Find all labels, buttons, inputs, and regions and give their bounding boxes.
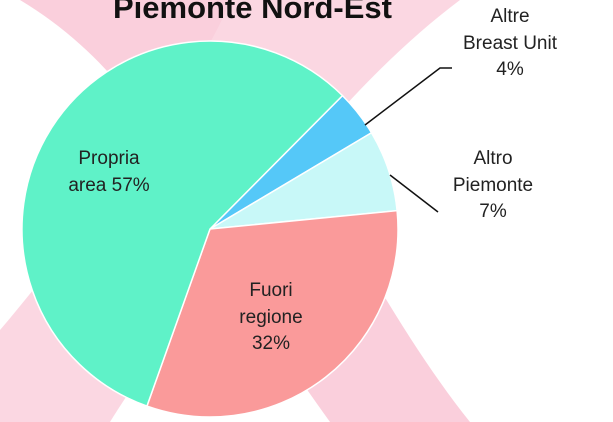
data-label: Propria area 57% (62, 146, 156, 199)
value-label: 57% (112, 175, 150, 196)
data-label: Fuori regione 32% (226, 278, 316, 358)
category-label: Fuori regione (239, 280, 302, 328)
page: Piemonte Nord-Est Altre Breast Unit 4% A… (0, 0, 613, 422)
value-label: 4% (462, 57, 558, 84)
category-label: Altro Piemonte (453, 148, 533, 196)
chart-title: Piemonte Nord-Est (113, 0, 392, 25)
category-label: Altre Breast Unit (463, 6, 557, 54)
data-label: Altre Breast Unit 4% (462, 4, 558, 84)
data-label: Altro Piemonte 7% (448, 146, 538, 226)
leader-line (365, 68, 452, 125)
value-label: 32% (226, 331, 316, 358)
value-label: 7% (448, 199, 538, 226)
